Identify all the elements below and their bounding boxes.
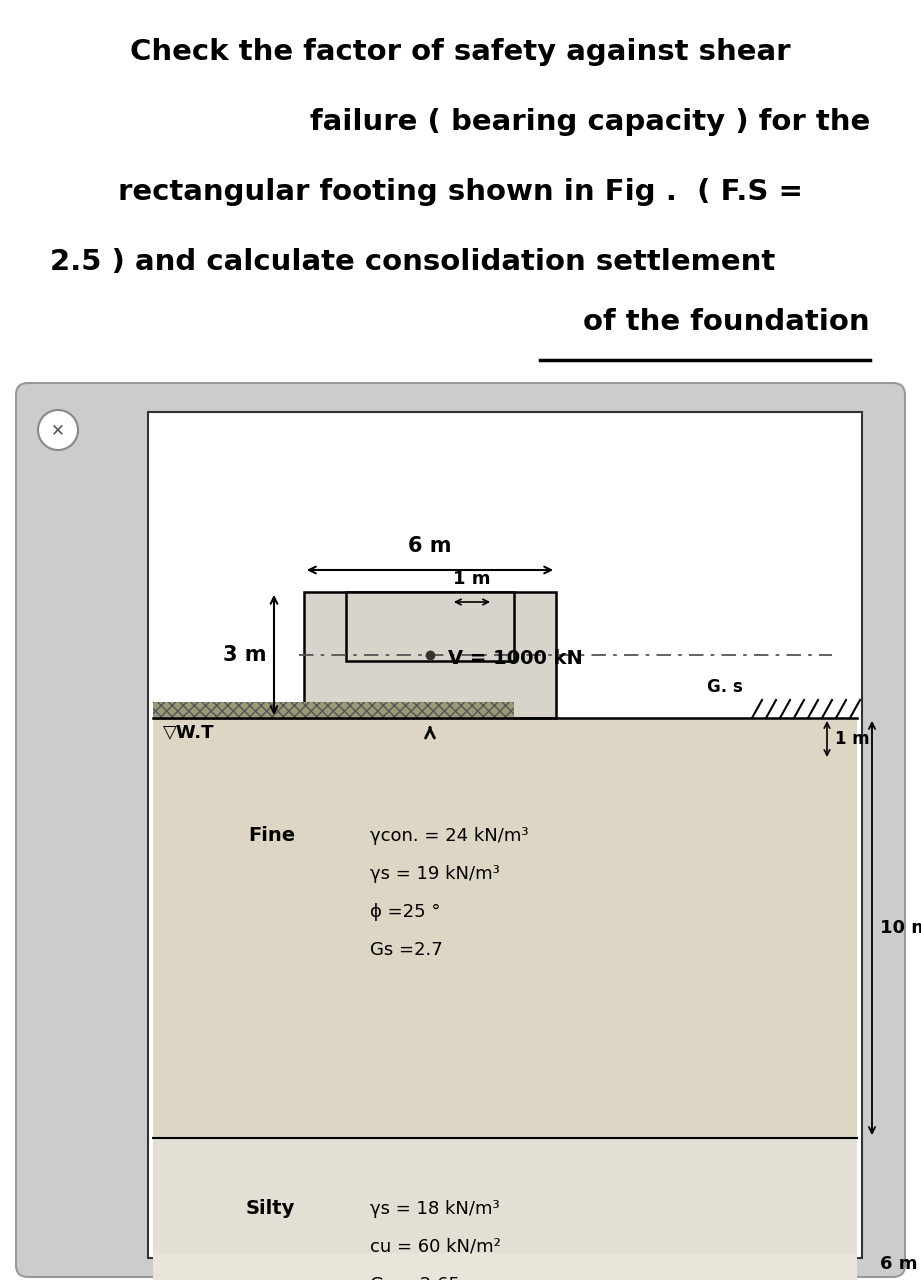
Text: V = 1000 kN: V = 1000 kN — [448, 649, 583, 667]
Text: of the foundation: of the foundation — [583, 308, 870, 335]
Text: Fine: Fine — [248, 826, 295, 845]
Text: 1 m: 1 m — [453, 570, 491, 588]
Text: Gs =2.7: Gs =2.7 — [370, 941, 443, 959]
Bar — [346, 591, 514, 662]
Text: Silty: Silty — [246, 1199, 295, 1219]
Bar — [304, 591, 556, 718]
Bar — [153, 1138, 857, 1280]
Bar — [153, 1253, 857, 1280]
Text: ϕ =25 °: ϕ =25 ° — [370, 902, 440, 920]
Bar — [153, 718, 857, 1138]
Bar — [148, 412, 862, 1258]
Bar — [153, 701, 514, 719]
Text: 1 m: 1 m — [835, 730, 869, 748]
Text: 6 m: 6 m — [880, 1254, 917, 1274]
Text: γcon. = 24 kN/m³: γcon. = 24 kN/m³ — [370, 827, 529, 845]
Text: ▽W.T: ▽W.T — [163, 723, 215, 741]
Circle shape — [38, 410, 78, 451]
Text: rectangular footing shown in Fig .  ( F.S =: rectangular footing shown in Fig . ( F.S… — [118, 178, 802, 206]
Text: failure ( bearing capacity ) for the: failure ( bearing capacity ) for the — [309, 108, 870, 136]
Text: γs = 19 kN/m³: γs = 19 kN/m³ — [370, 864, 500, 883]
Text: 10 m: 10 m — [880, 919, 921, 937]
Text: G. s: G. s — [707, 678, 742, 696]
Text: Gs = 2.65: Gs = 2.65 — [370, 1276, 460, 1280]
Text: 6 m: 6 m — [408, 536, 451, 556]
Text: cu = 60 kN/m²: cu = 60 kN/m² — [370, 1238, 501, 1256]
FancyBboxPatch shape — [16, 383, 905, 1277]
Text: ✕: ✕ — [51, 421, 65, 439]
Text: 3 m: 3 m — [223, 645, 266, 666]
Text: 2.5 ) and calculate consolidation settlement: 2.5 ) and calculate consolidation settle… — [50, 248, 775, 276]
Text: γs = 18 kN/m³: γs = 18 kN/m³ — [370, 1199, 499, 1217]
Text: Check the factor of safety against shear: Check the factor of safety against shear — [130, 38, 790, 67]
